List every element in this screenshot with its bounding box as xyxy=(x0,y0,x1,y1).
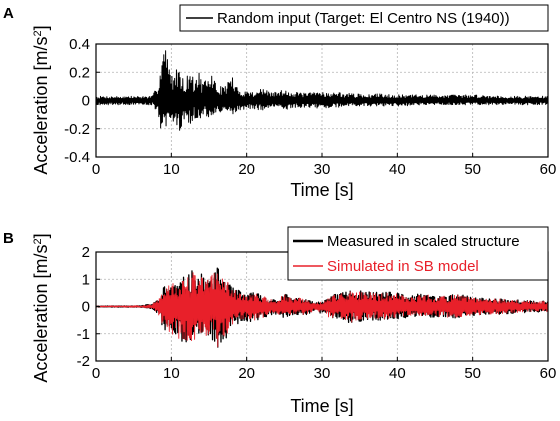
panel-a: A 0 10 20 30 40 50 60 -0.4 -0.2 0 0.2 0.4 Time [s]… xyxy=(3,4,557,200)
panel-b-x-axis-label: Time [s] xyxy=(290,396,353,416)
panel-a-x-tick-label: 30 xyxy=(314,161,331,178)
panel-b-x-ticks: 0 10 20 30 40 50 60 xyxy=(92,357,557,382)
panel-a-y-tick-label: -0.2 xyxy=(64,121,90,138)
panel-a-x-tick-label: 50 xyxy=(464,161,481,178)
panel-b-letter: B xyxy=(3,230,14,247)
panel-a-y-tick-label: 0 xyxy=(82,93,90,110)
panel-b-y-ticks: -2 -1 0 1 2 xyxy=(77,244,100,370)
panel-b-legend: Measured in scaled structure Simulated i… xyxy=(287,226,549,281)
panel-a-series xyxy=(95,50,549,131)
panel-a-x-tick-label: 0 xyxy=(92,161,100,178)
panel-b-x-tick-label: 30 xyxy=(314,365,331,382)
panel-a-legend: Random input (Target: El Centro NS (1940… xyxy=(179,4,549,32)
panel-a-y-ticks: -0.4 -0.2 0 0.2 0.4 xyxy=(64,36,100,166)
panel-a-x-tick-label: 40 xyxy=(389,161,406,178)
panel-b-legend-label-0: Measured in scaled structure xyxy=(327,233,520,250)
panel-b: B 0 10 20 30 40 50 60 -2 -1 0 1 2 Time [s] Acceler… xyxy=(3,226,557,416)
panel-a-y-tick-label: -0.4 xyxy=(64,149,90,166)
panel-a-y-tick-label: 0.4 xyxy=(69,36,90,53)
panel-b-series xyxy=(95,267,549,348)
panel-a-x-tick-label: 60 xyxy=(540,161,557,178)
panel-a-x-axis-label: Time [s] xyxy=(290,180,353,200)
panel-a-letter: A xyxy=(3,5,14,22)
panel-a-legend-box xyxy=(179,4,549,32)
panel-b-y-tick-label: 1 xyxy=(82,271,90,288)
panel-b-y-tick-label: 0 xyxy=(82,299,90,316)
panel-b-y-tick-label: -2 xyxy=(77,353,90,370)
panel-b-x-tick-label: 50 xyxy=(464,365,481,382)
panel-b-x-tick-label: 0 xyxy=(92,365,100,382)
panel-b-legend-label-1: Simulated in SB model xyxy=(327,258,479,275)
panel-a-y-axis-label: Acceleration [m/s2] xyxy=(31,25,51,174)
panel-b-series-1-line xyxy=(95,272,549,348)
panel-b-x-tick-label: 20 xyxy=(238,365,255,382)
panel-a-y-tick-label: 0.2 xyxy=(69,64,90,81)
panel-b-x-tick-label: 40 xyxy=(389,365,406,382)
panel-b-x-tick-label: 10 xyxy=(163,365,180,382)
panel-b-y-axis-label: Acceleration [m/s2] xyxy=(31,233,51,382)
panel-b-y-tick-label: 2 xyxy=(82,244,90,261)
panel-b-legend-box xyxy=(287,226,549,281)
panel-a-x-tick-label: 20 xyxy=(238,161,255,178)
panel-a-x-ticks: 0 10 20 30 40 50 60 xyxy=(92,153,557,178)
panel-a-x-tick-label: 10 xyxy=(163,161,180,178)
panel-b-x-tick-label: 60 xyxy=(540,365,557,382)
panel-b-y-tick-label: -1 xyxy=(77,326,90,343)
panel-a-series-0-line xyxy=(95,50,549,131)
panel-a-legend-label-0: Random input (Target: El Centro NS (1940… xyxy=(217,10,510,27)
